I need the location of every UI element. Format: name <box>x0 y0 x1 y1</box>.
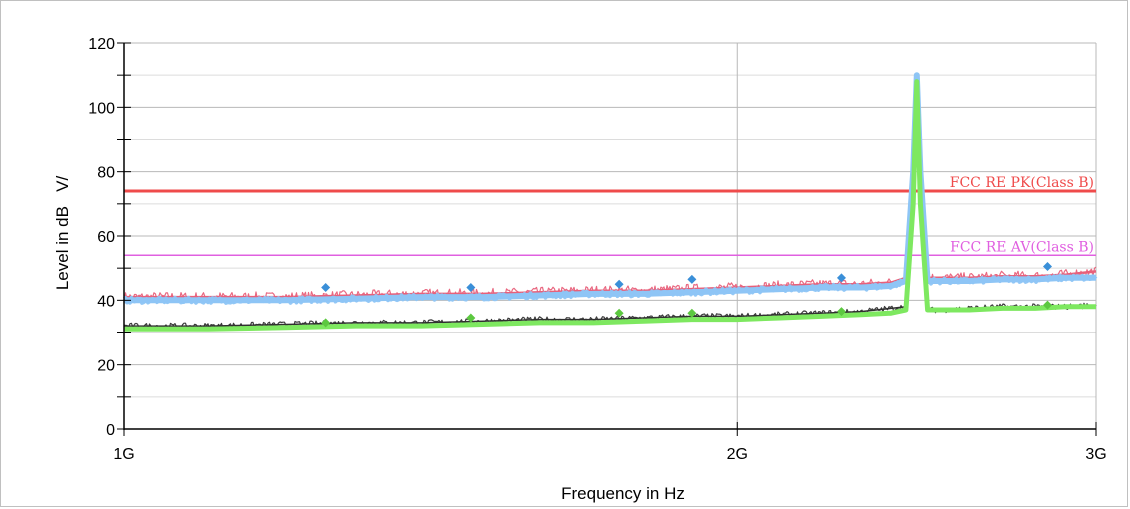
final-marker <box>836 307 846 317</box>
final-marker <box>466 313 476 323</box>
y-tick-label: 60 <box>97 229 115 246</box>
limit-line-label: FCC RE AV(Class B) <box>950 239 1094 255</box>
grid <box>124 42 1097 429</box>
final-markers <box>321 262 1053 328</box>
x-axis-title: Frequency in Hz <box>561 484 685 503</box>
y-tick-label: 100 <box>88 100 115 117</box>
limit-lines: FCC RE PK(Class B) FCC RE AV(Class B) <box>124 175 1096 257</box>
final-marker <box>321 318 331 328</box>
final-marker <box>687 274 697 284</box>
x-tick-label: 1G <box>113 446 134 463</box>
series-line-detail <box>123 104 1097 332</box>
final-marker <box>614 308 624 318</box>
limit-line-label: FCC RE PK(Class B) <box>950 175 1094 191</box>
final-marker <box>1043 300 1053 310</box>
final-marker <box>687 308 697 318</box>
y-tick-label: 0 <box>106 422 115 439</box>
final-marker <box>836 273 846 283</box>
final-marker <box>614 279 624 289</box>
y-tick-label: 20 <box>97 358 115 375</box>
y-tick-label: 80 <box>97 165 115 182</box>
final-marker <box>321 282 331 292</box>
final-marker <box>466 282 476 292</box>
series-line-detail <box>122 91 1098 305</box>
axes: 0 20 40 60 80 100 120 1G 2G 3G <box>88 36 1106 463</box>
x-tick-label: 2G <box>727 446 748 463</box>
y-axis-title: Level in dB V/ <box>53 176 72 291</box>
y-tick-label: 40 <box>97 293 115 310</box>
final-marker <box>1043 262 1053 272</box>
y-tick-label: 120 <box>88 36 115 53</box>
x-tick-label: 3G <box>1085 446 1106 463</box>
